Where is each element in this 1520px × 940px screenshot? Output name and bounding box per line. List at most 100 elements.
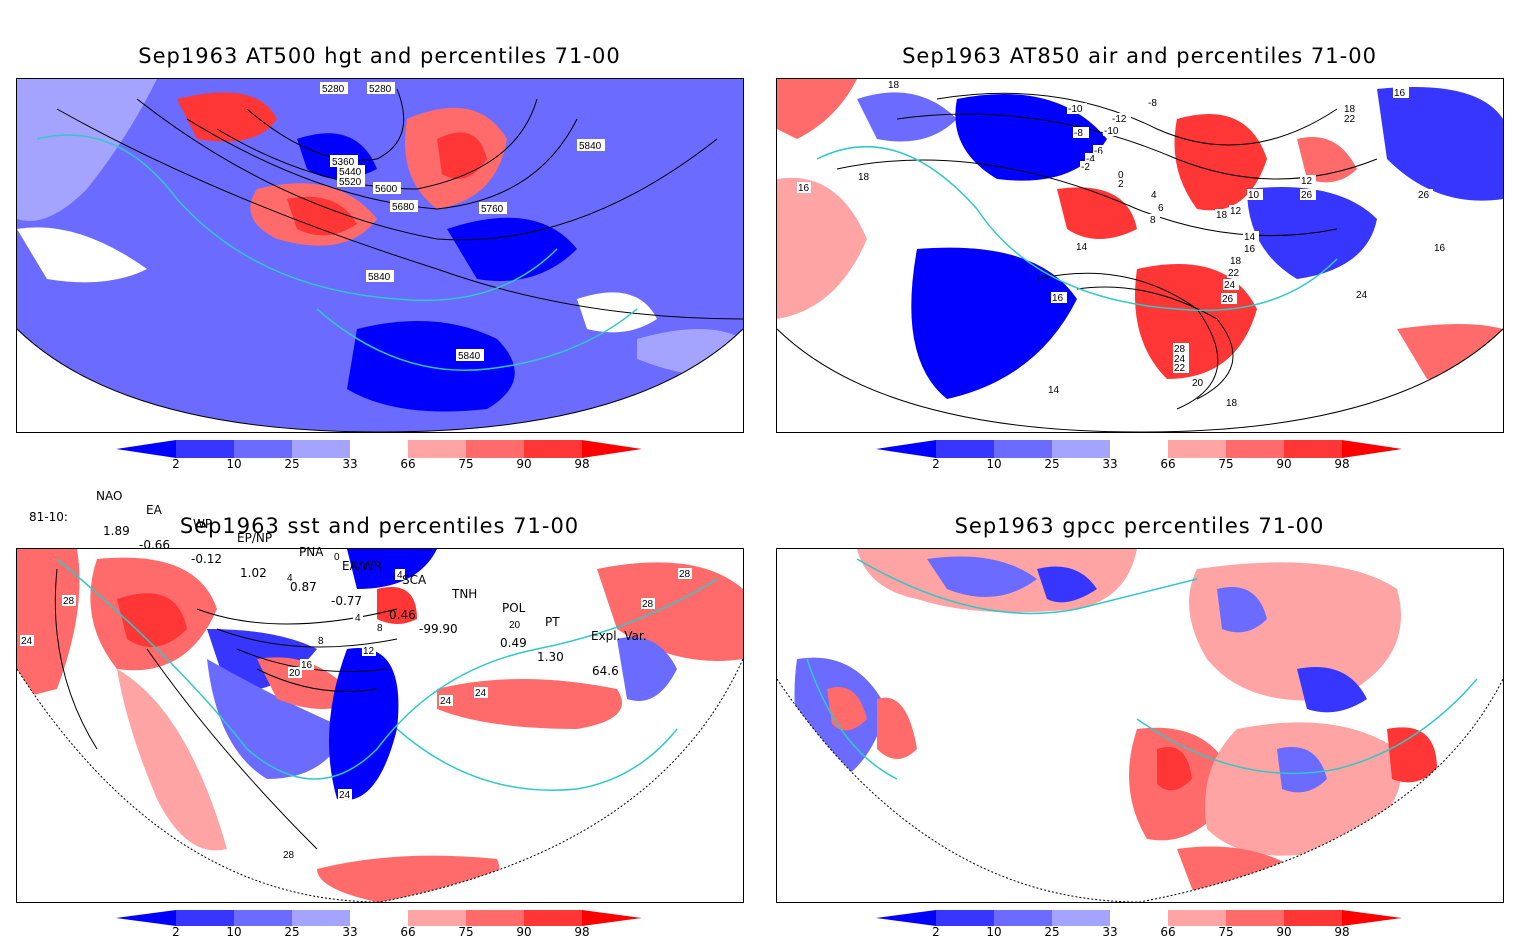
index-header: PNA: [299, 545, 324, 559]
colorbar-svg: [116, 910, 642, 926]
colorbar-label: 2: [932, 925, 940, 939]
contour-label: 22: [1174, 363, 1186, 374]
contour-label: 18: [1230, 256, 1242, 267]
colorbar-top-left: 2 10 25 33 66 75 90 98: [116, 440, 646, 476]
colorbar-label: 10: [226, 925, 242, 939]
colorbar-label: 98: [574, 457, 590, 471]
contour-label: 28: [679, 569, 691, 580]
contour-label: 16: [1394, 88, 1406, 99]
contour-label: 20: [509, 620, 521, 631]
contour-label: 14: [1244, 232, 1256, 243]
contour-label: 6: [1158, 203, 1164, 214]
contour-label: -4: [1086, 154, 1095, 165]
contour-label: 12: [1230, 206, 1242, 217]
contour-label: 22: [1344, 114, 1356, 125]
colorbar-label: 2: [172, 457, 180, 471]
colorbar-svg: [116, 440, 642, 458]
colorbar-label: 33: [342, 925, 358, 939]
index-header: EP/NP: [237, 531, 273, 545]
map-hgt500-svg: 5280 5280 5360 5440 5520 5600 5680 5760 …: [17, 79, 743, 432]
contour-label: 12: [363, 646, 375, 657]
contour-label: -8: [1148, 98, 1157, 109]
contour-label: 5440: [339, 167, 362, 178]
contour-label: 5680: [392, 202, 415, 213]
contour-label: 5840: [368, 272, 391, 283]
colorbar-label: 25: [284, 925, 300, 939]
contour-label: 8: [318, 636, 324, 647]
colorbar-label: 25: [284, 457, 300, 471]
index-value: 1.30: [537, 650, 564, 664]
contour-label: 24: [1174, 354, 1186, 365]
index-value: -0.66: [139, 538, 171, 552]
colorbar-label: 90: [516, 925, 532, 939]
contour-label: 5520: [339, 177, 362, 188]
index-value: 64.6: [592, 664, 619, 678]
contour-label: 26: [1222, 294, 1234, 305]
contour-label: 22: [1228, 268, 1240, 279]
contour-label: 14: [1076, 242, 1088, 253]
colorbar-label: 10: [986, 457, 1002, 471]
colorbar-label: 66: [400, 925, 416, 939]
colorbar-svg: [876, 910, 1402, 926]
contour-label: 28: [283, 850, 295, 861]
map-panel-sst: 28 24 0 4 4 8 12 16 20 24 24 20 28 28 24…: [16, 548, 744, 903]
map-sst-svg: 28 24 0 4 4 8 12 16 20 24 24 20 28 28 24…: [17, 549, 743, 902]
contour-label: -12: [1112, 114, 1127, 125]
contour-label: 28: [63, 596, 75, 607]
colorbar-label: 25: [1044, 925, 1060, 939]
contour-label: 16: [1244, 244, 1256, 255]
title-top-right: Sep1963 AT850 air and percentiles 71-00: [902, 44, 1377, 68]
index-row-label: 81-10:: [29, 510, 68, 524]
contour-label: -2: [1081, 162, 1090, 173]
colorbar-label: 33: [1102, 925, 1118, 939]
contour-label: 24: [339, 790, 351, 801]
colorbar-label: 2: [172, 925, 180, 939]
colorbar-bottom-right: 2 10 25 33 66 75 90 98: [876, 910, 1406, 940]
index-value: 0.87: [290, 580, 317, 594]
index-value: 0.46: [389, 608, 416, 622]
map-panel-gpcc: [776, 548, 1504, 903]
contour-label: 5280: [322, 84, 345, 95]
index-header: NAO: [96, 489, 123, 503]
colorbar-label: 90: [1276, 925, 1292, 939]
index-headers: NAO EA WP EP/NP PNA EA/WR SCA TNH POL PT…: [0, 475, 700, 643]
index-header: POL: [502, 601, 526, 615]
index-value: 1.02: [240, 566, 267, 580]
index-value: -0.77: [331, 594, 363, 608]
contour-label: 16: [1434, 243, 1446, 254]
colorbar-label: 10: [986, 925, 1002, 939]
map-panel-air850: 18 16 -10 -12 -8 -10 -8 -6 -4 -2 0 2 4 6…: [776, 78, 1504, 433]
contour-label: 28: [1174, 344, 1186, 355]
index-header: Expl. Var.: [591, 629, 647, 643]
contour-label: 4: [287, 573, 293, 584]
contour-label: 16: [798, 183, 810, 194]
contour-label: 8: [377, 623, 383, 634]
contour-label: 5840: [579, 141, 602, 152]
contour-label: 18: [1226, 398, 1238, 409]
colorbar-label: 90: [1276, 457, 1292, 471]
contour-label: 18: [858, 172, 870, 183]
colorbar-svg: [876, 440, 1402, 458]
contour-label: -6: [1094, 146, 1103, 157]
contour-label: 20: [1192, 378, 1204, 389]
colorbar-label: 2: [932, 457, 940, 471]
title-top-left: Sep1963 AT500 hgt and percentiles 71-00: [138, 44, 621, 68]
colorbar-label: 66: [1160, 925, 1176, 939]
contour-label: 10: [1248, 190, 1260, 201]
index-header: SCA: [402, 573, 427, 587]
contour-label: 5600: [375, 184, 398, 195]
index-header: EA: [146, 503, 162, 517]
contour-label: 24: [1356, 290, 1368, 301]
contour-label: 18: [1216, 210, 1228, 221]
contour-label: 26: [1301, 190, 1313, 201]
contour-label: -8: [1074, 128, 1083, 139]
index-header: WP: [193, 517, 213, 531]
contour-label: 0: [1118, 170, 1124, 181]
contour-label: -10: [1068, 104, 1083, 115]
contour-label: -10: [1104, 126, 1119, 137]
title-bottom-right: Sep1963 gpcc percentiles 71-00: [954, 514, 1325, 538]
colorbar-label: 75: [458, 457, 474, 471]
colorbar-label: 66: [1160, 457, 1176, 471]
contour-label: 26: [1418, 190, 1430, 201]
index-header: PT: [545, 615, 560, 629]
